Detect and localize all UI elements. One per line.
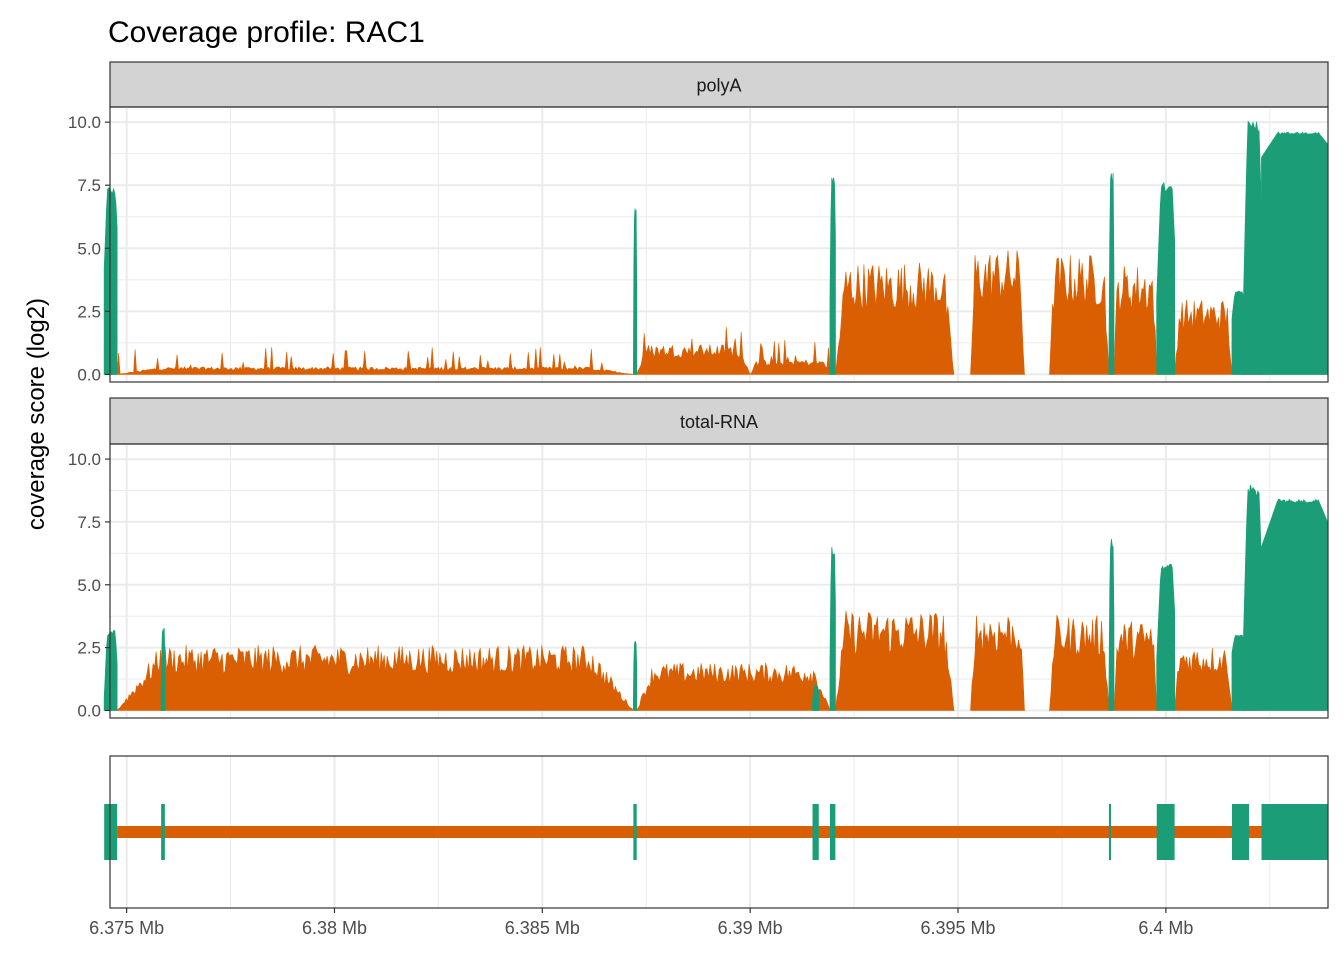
intron-coverage-area <box>636 327 751 375</box>
intron-coverage-area <box>116 347 635 375</box>
panel-border <box>109 755 1329 909</box>
y-tick-label: 2.5 <box>77 302 101 321</box>
exon-coverage-area <box>1108 538 1115 711</box>
y-tick-label: 7.5 <box>77 513 101 532</box>
facet-strip <box>109 397 1329 445</box>
exon-coverage-area <box>829 547 836 711</box>
exon-coverage-area <box>632 208 638 375</box>
y-tick-label: 0.0 <box>77 701 101 720</box>
exon-block <box>633 804 637 860</box>
panel-border <box>109 443 1329 719</box>
exon-coverage-area <box>829 177 836 375</box>
intron-coverage-area <box>1174 647 1233 712</box>
gene-model-track <box>104 755 1329 909</box>
intron-coverage-area <box>1174 299 1233 375</box>
y-tick-label: 2.5 <box>77 639 101 658</box>
y-axis-label: coverage score (log2) <box>23 298 50 530</box>
intron-coverage-area <box>835 262 955 375</box>
y-tick-label: 0.0 <box>77 365 101 384</box>
x-tick-label: 6.375 Mb <box>89 918 164 938</box>
chart-title: Coverage profile: RAC1 <box>108 16 425 49</box>
intron-bar <box>117 826 1262 838</box>
intron-coverage-area <box>1048 615 1110 712</box>
x-tick-label: 6.385 Mb <box>505 918 580 938</box>
exon-coverage-area <box>1242 484 1262 711</box>
exon-block <box>1108 804 1112 860</box>
exon-coverage-area <box>103 187 118 375</box>
facet-strip-label: total-RNA <box>680 412 758 432</box>
exon-coverage-area <box>1242 120 1262 375</box>
x-tick-label: 6.39 Mb <box>718 918 783 938</box>
y-tick-label: 7.5 <box>77 176 101 195</box>
exon-coverage-area <box>1231 290 1245 375</box>
intron-coverage-area <box>749 339 831 375</box>
intron-coverage-area <box>970 250 1026 375</box>
exon-coverage-area <box>812 684 820 711</box>
y-tick-label: 5.0 <box>77 576 101 595</box>
x-tick-label: 6.395 Mb <box>920 918 995 938</box>
exon-block <box>1156 804 1175 860</box>
facet-strip-label: polyA <box>696 76 741 96</box>
exon-coverage-area <box>1231 634 1245 711</box>
exon-coverage-area <box>1261 498 1329 711</box>
exon-coverage-area <box>103 630 118 711</box>
x-tick-label: 6.38 Mb <box>302 918 367 938</box>
facet-panel-total-RNA: total-RNA 0.0 2.5 5.0 7.5 10.0 <box>68 397 1329 720</box>
exon-block <box>812 804 819 860</box>
x-tick-label: 6.4 Mb <box>1138 918 1193 938</box>
intron-coverage-area <box>1113 621 1158 712</box>
panel-border <box>109 106 1329 383</box>
facet-strip <box>109 61 1329 108</box>
exon-coverage-area <box>160 627 166 711</box>
exon-block <box>161 804 165 860</box>
exon-coverage-area <box>1108 173 1115 375</box>
facet-panel-polyA: polyA 0.0 2.5 5.0 7.5 10.0 <box>68 61 1329 384</box>
exon-block <box>829 804 836 860</box>
x-axis: 6.375 Mb 6.38 Mb 6.385 Mb 6.39 Mb 6.395 Mb 6.… <box>89 908 1193 938</box>
y-tick-label: 10.0 <box>68 113 101 132</box>
exon-coverage-area <box>1261 131 1329 375</box>
intron-coverage-area <box>116 644 634 711</box>
exon-block <box>1231 804 1250 860</box>
intron-coverage-area <box>835 610 955 712</box>
y-tick-label: 10.0 <box>68 450 101 469</box>
intron-coverage-area <box>1113 266 1158 375</box>
facet-panels: polyA 0.0 2.5 5.0 7.5 10.0 total-RNA 0.0 2.5 5.0 7… <box>68 61 1329 720</box>
y-tick-label: 5.0 <box>77 239 101 258</box>
exon-coverage-area <box>1156 563 1176 711</box>
exon-coverage-area <box>1156 182 1176 375</box>
exon-coverage-area <box>632 641 638 711</box>
intron-coverage-area <box>636 662 831 712</box>
intron-coverage-area <box>1048 255 1110 375</box>
exon-block <box>1261 804 1328 860</box>
exon-block <box>104 804 118 860</box>
intron-coverage-area <box>970 615 1026 712</box>
